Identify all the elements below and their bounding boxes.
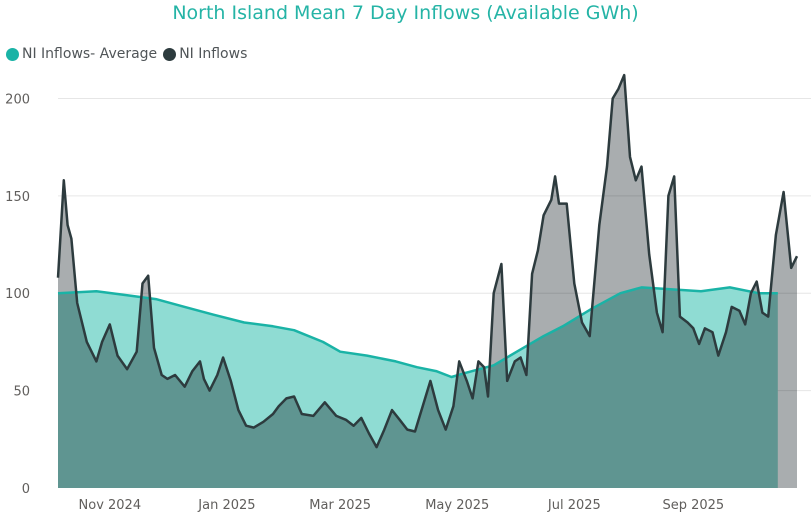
legend-item-average[interactable]: NI Inflows- Average: [6, 46, 157, 62]
x-tick-label: May 2025: [425, 498, 489, 513]
y-tick-label: 150: [5, 190, 30, 205]
y-tick-label: 100: [5, 287, 30, 302]
y-tick-label: 0: [22, 482, 30, 497]
legend-marker-inflows: [163, 47, 177, 61]
y-tick-label: 50: [13, 385, 30, 400]
legend-label-average: NI Inflows- Average: [22, 46, 158, 62]
legend-item-inflows[interactable]: NI Inflows: [163, 46, 247, 62]
x-tick-label: Mar 2025: [309, 498, 371, 513]
series-line-average: [57, 286, 778, 379]
x-tick-label: Jan 2025: [197, 498, 255, 513]
x-tick-label: Nov 2024: [79, 498, 142, 513]
series-line-inflows: [56, 73, 799, 449]
x-tick-label: Jul 2025: [547, 498, 601, 513]
chart-title: North Island Mean 7 Day Inflows (Availab…: [172, 2, 639, 24]
series-area-inflows: [58, 75, 797, 488]
legend-label-inflows: NI Inflows: [179, 46, 248, 62]
legend: NI Inflows- Average NI Inflows: [6, 44, 253, 64]
y-tick-label: 200: [5, 92, 30, 107]
x-tick-label: Sep 2025: [662, 498, 724, 513]
legend-marker-average: [6, 47, 19, 61]
